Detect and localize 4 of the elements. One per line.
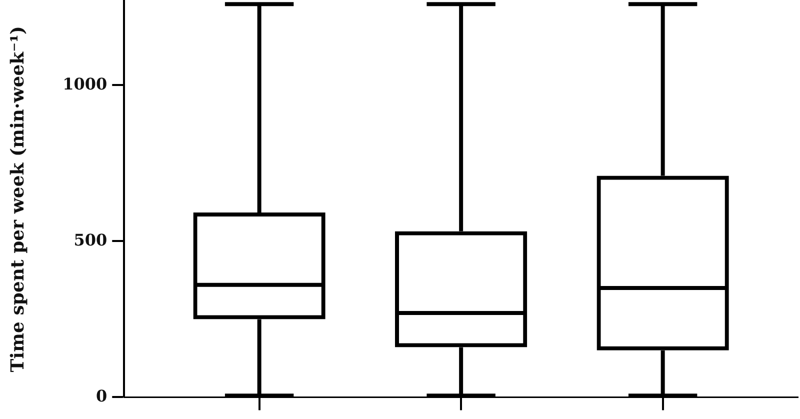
y-tick-label: 500 [74,230,108,250]
y-tick-label: 1000 [62,74,108,94]
y-tick-label: 0 [96,386,108,406]
y-axis-title: Time spent per week (min·week⁻¹) [7,26,28,372]
